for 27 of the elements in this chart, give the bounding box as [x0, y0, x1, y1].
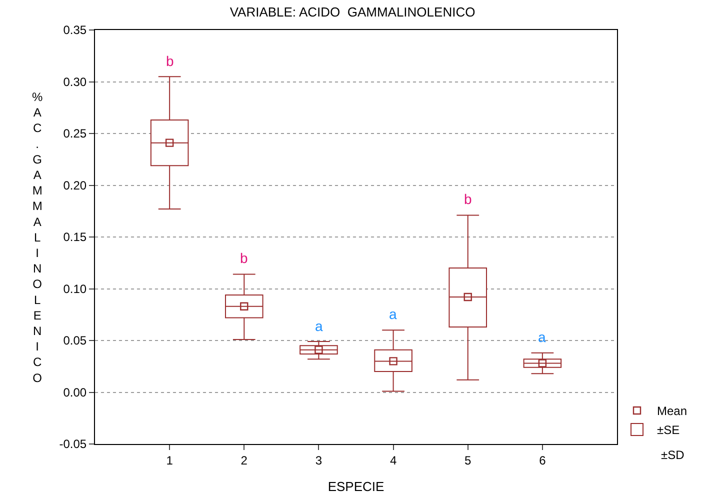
- y-tick-label: 0.30: [63, 74, 87, 89]
- x-tick-label: 5: [464, 453, 472, 468]
- y-tick-label: 0.05: [63, 334, 87, 348]
- annotation: a: [538, 329, 546, 345]
- y-tick-label: 0.20: [63, 178, 87, 192]
- chart-title: VARIABLE: ACIDO GAMMALINOLENICO: [230, 4, 476, 20]
- y-tick-label: 0.10: [63, 282, 87, 296]
- x-tick-label: 1: [166, 453, 174, 468]
- y-tick-label: 0.00: [63, 385, 87, 400]
- x-axis-title: ESPECIE: [328, 479, 385, 494]
- annotation: b: [166, 53, 174, 69]
- legend-label: ±SE: [657, 423, 680, 438]
- text: Mean: [657, 404, 688, 418]
- y-tick-label: -0.05: [59, 437, 87, 452]
- text: ±SD: [661, 448, 685, 462]
- y-tick-label: 0.15: [63, 230, 87, 244]
- text: % AC. GAMMALINOLENICO: [32, 90, 43, 385]
- x-tick-label: 4: [390, 453, 397, 468]
- x-tick-label: 6: [539, 453, 546, 468]
- annotation: b: [464, 191, 472, 207]
- annotation: b: [240, 250, 248, 266]
- annotation: a: [389, 306, 397, 322]
- annotation: a: [315, 318, 323, 334]
- x-tick-label: 2: [240, 453, 248, 468]
- y-tick-label: 0.35: [63, 23, 87, 38]
- y-tick-label: 0.25: [63, 126, 87, 141]
- x-tick-label: 3: [315, 453, 322, 468]
